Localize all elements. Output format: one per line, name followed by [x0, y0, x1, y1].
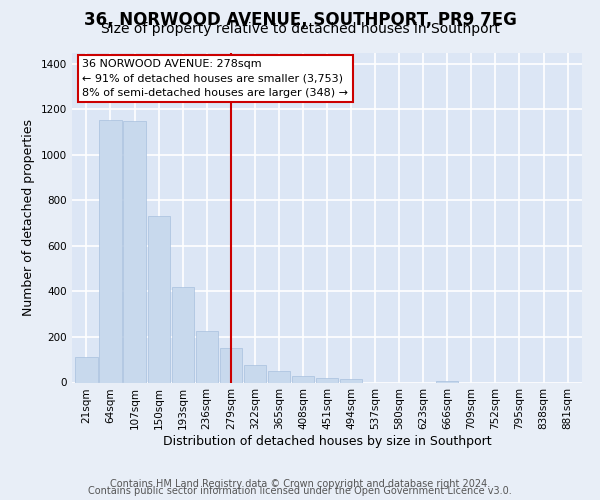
Text: Contains public sector information licensed under the Open Government Licence v3: Contains public sector information licen…	[88, 486, 512, 496]
Bar	[100, 120, 122, 382]
Text: 36 NORWOOD AVENUE: 278sqm
← 91% of detached houses are smaller (3,753)
8% of sem: 36 NORWOOD AVENUE: 278sqm ← 91% of detac…	[82, 59, 348, 98]
Bar	[292, 376, 314, 382]
Bar	[124, 121, 146, 382]
Text: 36, NORWOOD AVENUE, SOUTHPORT, PR9 7EG: 36, NORWOOD AVENUE, SOUTHPORT, PR9 7EG	[83, 11, 517, 29]
Bar	[172, 287, 194, 382]
Bar	[244, 366, 266, 382]
Bar	[436, 380, 458, 382]
Text: Size of property relative to detached houses in Southport: Size of property relative to detached ho…	[101, 22, 499, 36]
Bar	[220, 348, 242, 382]
Bar	[148, 216, 170, 382]
Bar	[316, 378, 338, 382]
Bar	[340, 379, 362, 382]
Bar	[196, 332, 218, 382]
Y-axis label: Number of detached properties: Number of detached properties	[22, 119, 35, 316]
X-axis label: Distribution of detached houses by size in Southport: Distribution of detached houses by size …	[163, 435, 491, 448]
Text: Contains HM Land Registry data © Crown copyright and database right 2024.: Contains HM Land Registry data © Crown c…	[110, 479, 490, 489]
Bar	[76, 358, 98, 382]
Bar	[268, 371, 290, 382]
